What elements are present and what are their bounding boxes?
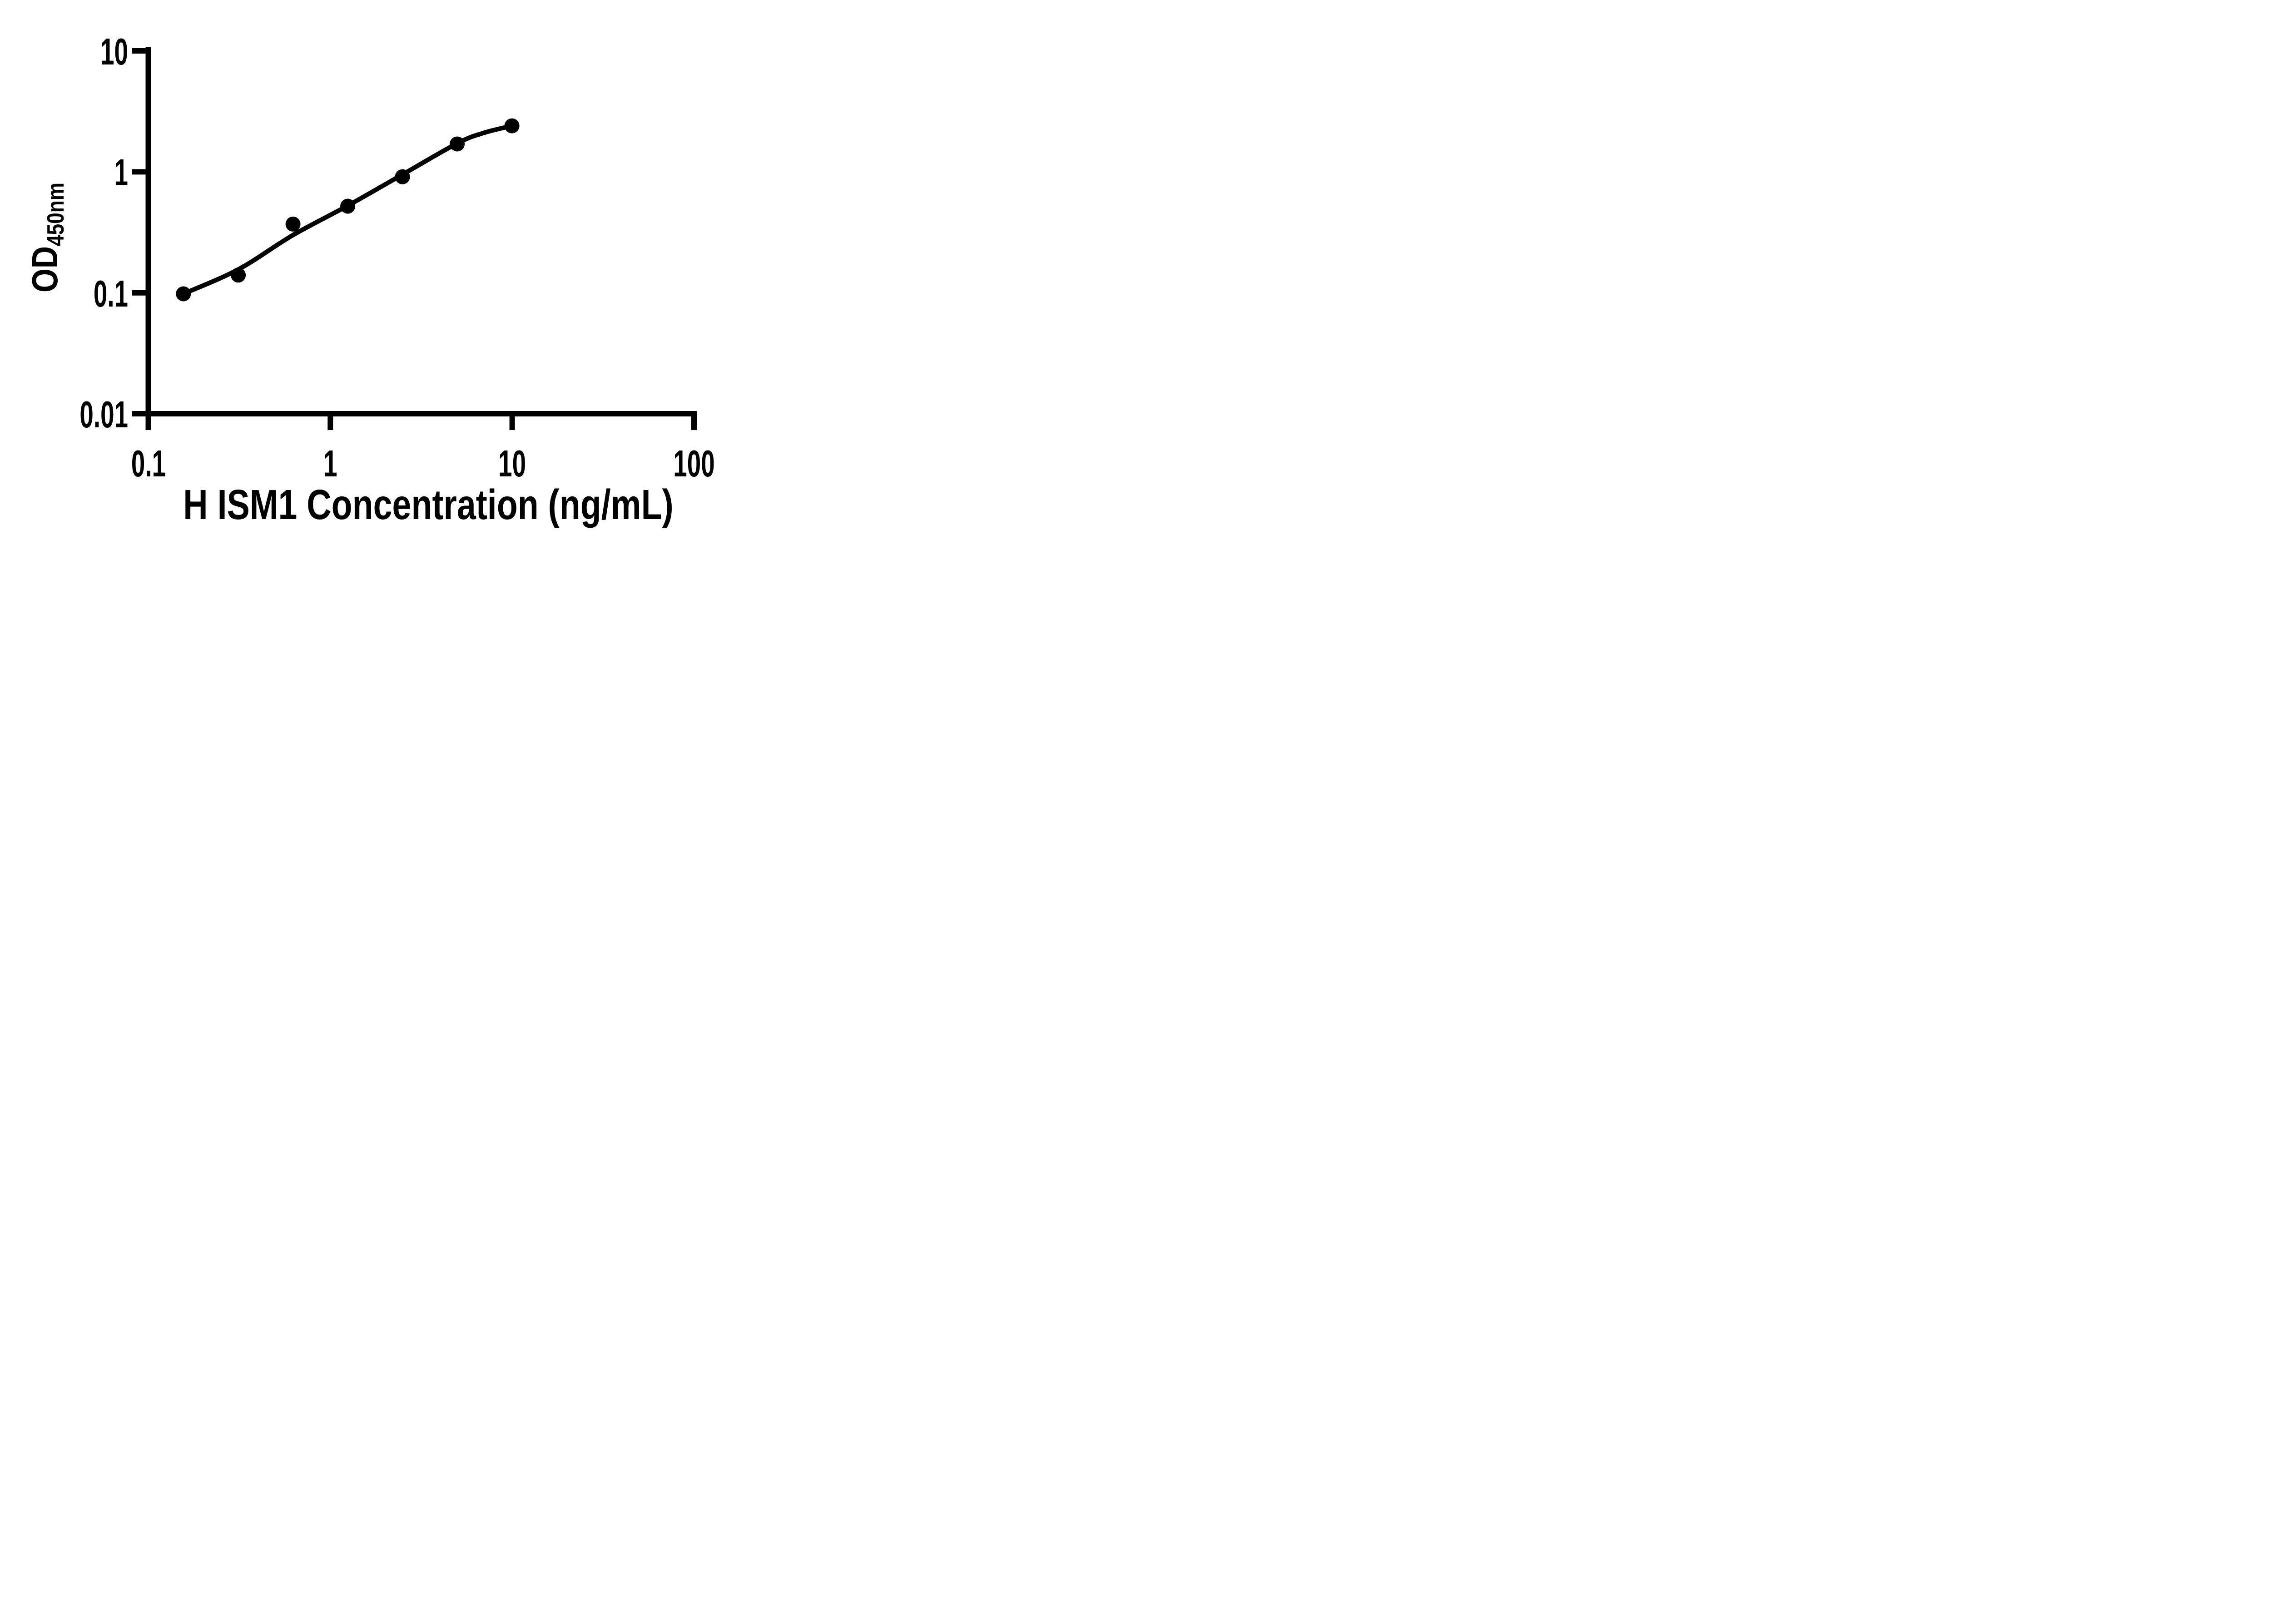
x-tick-label: 0.1 (131, 442, 166, 484)
x-tick-label: 100 (673, 442, 714, 484)
data-point-marker (504, 118, 520, 134)
data-points (176, 118, 520, 302)
data-point-marker (340, 198, 356, 214)
data-point-marker (450, 136, 465, 152)
x-axis-title: H ISM1 Concentration (ng/mL) (183, 480, 673, 528)
y-tick-label: 0.01 (79, 393, 128, 435)
y-tick-label: 1 (114, 151, 128, 193)
x-axis: 0.1 1 10 100 (131, 411, 715, 485)
y-axis: 10 1 0.1 0.01 (79, 30, 151, 436)
y-axis-title-subscript: 450nm (43, 183, 69, 246)
y-axis-title: OD450nm (25, 183, 69, 292)
standard-curve-chart: 10 1 0.1 0.01 0.1 1 10 100 H ISM1 Concen… (25, 30, 715, 528)
x-tick-label: 10 (498, 442, 526, 484)
data-point-marker (285, 216, 301, 232)
data-point-marker (395, 169, 410, 184)
data-point-marker (176, 286, 191, 302)
data-point-marker (231, 267, 246, 283)
x-tick-label: 1 (323, 442, 337, 484)
svg-text:OD450nm: OD450nm (25, 183, 69, 292)
y-axis-title-main: OD (25, 246, 65, 292)
y-tick-label: 10 (100, 30, 128, 72)
y-tick-label: 0.1 (94, 272, 128, 314)
